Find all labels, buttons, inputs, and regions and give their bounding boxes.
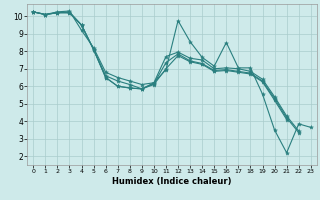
X-axis label: Humidex (Indice chaleur): Humidex (Indice chaleur) [112,177,232,186]
